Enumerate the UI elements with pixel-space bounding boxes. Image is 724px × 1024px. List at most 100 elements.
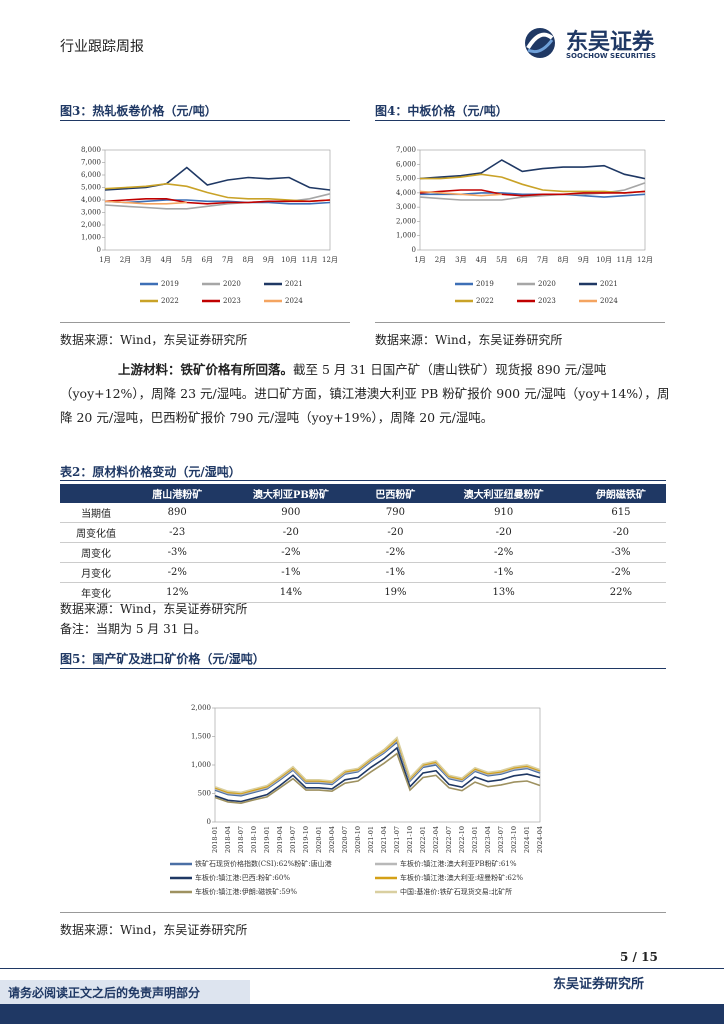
chart: 0 1,000 2,000 3,000 4,000 5,000 6,000 7,000 1月 2月… <box>396 146 653 305</box>
x-tick-label: 2018-01 <box>211 826 219 853</box>
y-tick-label: 4,000 <box>396 189 416 197</box>
x-tick-label: 5月 <box>181 256 192 264</box>
x-tick-label: 2023-10 <box>510 826 518 853</box>
x-tick-label: 2月 <box>435 256 446 264</box>
y-tick-label: 1,000 <box>81 234 101 242</box>
paragraph-body: 截至 5 月 31 日国产矿（唐山铁矿）现货报 890 元/湿吨（yoy+12%… <box>60 362 670 425</box>
cell: -2% <box>132 562 223 583</box>
x-tick-label: 2021-10 <box>406 826 414 853</box>
series-line <box>214 746 541 803</box>
table-row: 当期值 890 900 790 910 615 <box>60 503 666 523</box>
x-tick-label: 2018-07 <box>237 826 245 853</box>
title-rule <box>60 668 666 669</box>
cell: -3% <box>575 542 666 563</box>
x-tick-label: 3月 <box>455 256 466 264</box>
plot-frame <box>419 149 646 251</box>
legend-label: 车板价:镇江港:澳大利亚:纽曼粉矿:62% <box>400 873 523 882</box>
legend-label: 中国:基准价:铁矿石现货交易:北矿所 <box>400 887 512 896</box>
source: 数据来源：Wind，东吴证券研究所 <box>60 923 248 937</box>
y-tick-label: 1,000 <box>191 761 211 769</box>
x-tick-label: 3月 <box>140 256 151 264</box>
cell: -2% <box>431 542 576 563</box>
x-tick-label: 2月 <box>120 256 131 264</box>
x-tick-label: 1月 <box>99 256 110 264</box>
y-tick-label: 3,000 <box>396 203 416 211</box>
cell: 900 <box>222 503 360 523</box>
x-tick-label: 8月 <box>242 256 253 264</box>
x-tick-label: 9月 <box>263 256 274 264</box>
rule <box>60 322 350 323</box>
series-line <box>104 198 331 205</box>
x-tick-label: 2022-01 <box>419 826 427 853</box>
rule <box>60 912 666 913</box>
y-tick-label: 8,000 <box>81 146 101 154</box>
disclaimer: 请务必阅读正文之后的免责声明部分 <box>8 986 201 1000</box>
paragraph: 上游材料：铁矿价格有所回落。截至 5 月 31 日国产矿（唐山铁矿）现货报 89… <box>60 358 676 430</box>
y-tick-label: 0 <box>412 246 416 254</box>
legend-label: 2023 <box>538 297 556 305</box>
x-tick-label: 2020-07 <box>341 826 349 853</box>
x-tick-label: 6月 <box>517 256 528 264</box>
legend-label: 2024 <box>285 297 303 305</box>
table-title: 表2：原材料价格变动（元/湿吨） <box>60 465 241 479</box>
x-tick-label: 2021-01 <box>367 826 375 853</box>
legend-label: 2021 <box>285 280 303 288</box>
y-tick-label: 500 <box>198 790 211 798</box>
y-tick-label: 1,000 <box>396 232 416 240</box>
y-tick-label: 0 <box>97 246 101 254</box>
brand-en: SOOCHOW SECURITIES <box>566 52 656 60</box>
logo-icon <box>525 28 555 58</box>
source: 数据来源：Wind，东吴证券研究所 <box>60 333 248 347</box>
legend-label: 2024 <box>600 297 618 305</box>
cell: 月变化 <box>60 562 133 583</box>
x-tick-label: 5月 <box>496 256 507 264</box>
source: 数据来源：Wind，东吴证券研究所 <box>60 602 248 616</box>
y-tick-label: 6,000 <box>396 160 416 168</box>
series-line <box>104 166 331 191</box>
brand: 东吴证券 <box>566 29 655 55</box>
cell: 年变化 <box>60 582 133 603</box>
cell: 13% <box>431 582 576 603</box>
legend-label: 2020 <box>223 280 241 288</box>
x-tick-label: 2020-01 <box>315 826 323 853</box>
cell: -2% <box>359 542 432 563</box>
legend-label: 2021 <box>600 280 618 288</box>
header-cell: 伊朗磁铁矿 <box>575 484 666 503</box>
cell: 890 <box>132 503 223 523</box>
x-tick-label: 2024-04 <box>536 826 544 853</box>
note: 备注：当期为 5 月 31 日。 <box>60 622 207 636</box>
series-line <box>214 739 541 796</box>
cell: -20 <box>222 522 360 543</box>
cell: -2% <box>575 562 666 583</box>
x-tick-label: 2018-10 <box>250 826 258 853</box>
source: 数据来源：Wind，东吴证券研究所 <box>375 333 563 347</box>
cell: 14% <box>222 582 360 603</box>
cell: -3% <box>132 542 223 563</box>
header-cell: 巴西粉矿 <box>359 484 432 503</box>
legend-label: 2019 <box>161 280 179 288</box>
x-tick-label: 11月 <box>617 256 633 264</box>
cell: 790 <box>359 503 432 523</box>
header-cell: 澳大利亚PB粉矿 <box>222 484 360 503</box>
header-cell: 唐山港粉矿 <box>132 484 223 503</box>
table-row: 年变化 12% 14% 19% 13% 22% <box>60 582 666 603</box>
x-tick-label: 2023-01 <box>471 826 479 853</box>
y-tick-label: 5,000 <box>396 175 416 183</box>
legend-label: 车板价:镇江港:澳大利亚PB粉矿:61% <box>400 859 517 868</box>
x-tick-label: 2018-04 <box>224 826 232 853</box>
series-line <box>214 738 541 795</box>
x-tick-label: 9月 <box>578 256 589 264</box>
plot-frame <box>214 707 541 823</box>
x-tick-label: 4月 <box>161 256 172 264</box>
figure-title: 图5：国产矿及进口矿价格（元/湿吨） <box>60 652 265 666</box>
header-cell <box>60 484 133 503</box>
series-line <box>104 199 331 205</box>
y-tick-label: 6,000 <box>81 171 101 179</box>
x-tick-label: 2022-07 <box>445 826 453 853</box>
cell: 周变化值 <box>60 522 133 543</box>
y-tick-label: 5,000 <box>81 184 101 192</box>
series-line <box>214 736 541 794</box>
y-tick-label: 7,000 <box>81 159 101 167</box>
y-tick-label: 4,000 <box>81 196 101 204</box>
